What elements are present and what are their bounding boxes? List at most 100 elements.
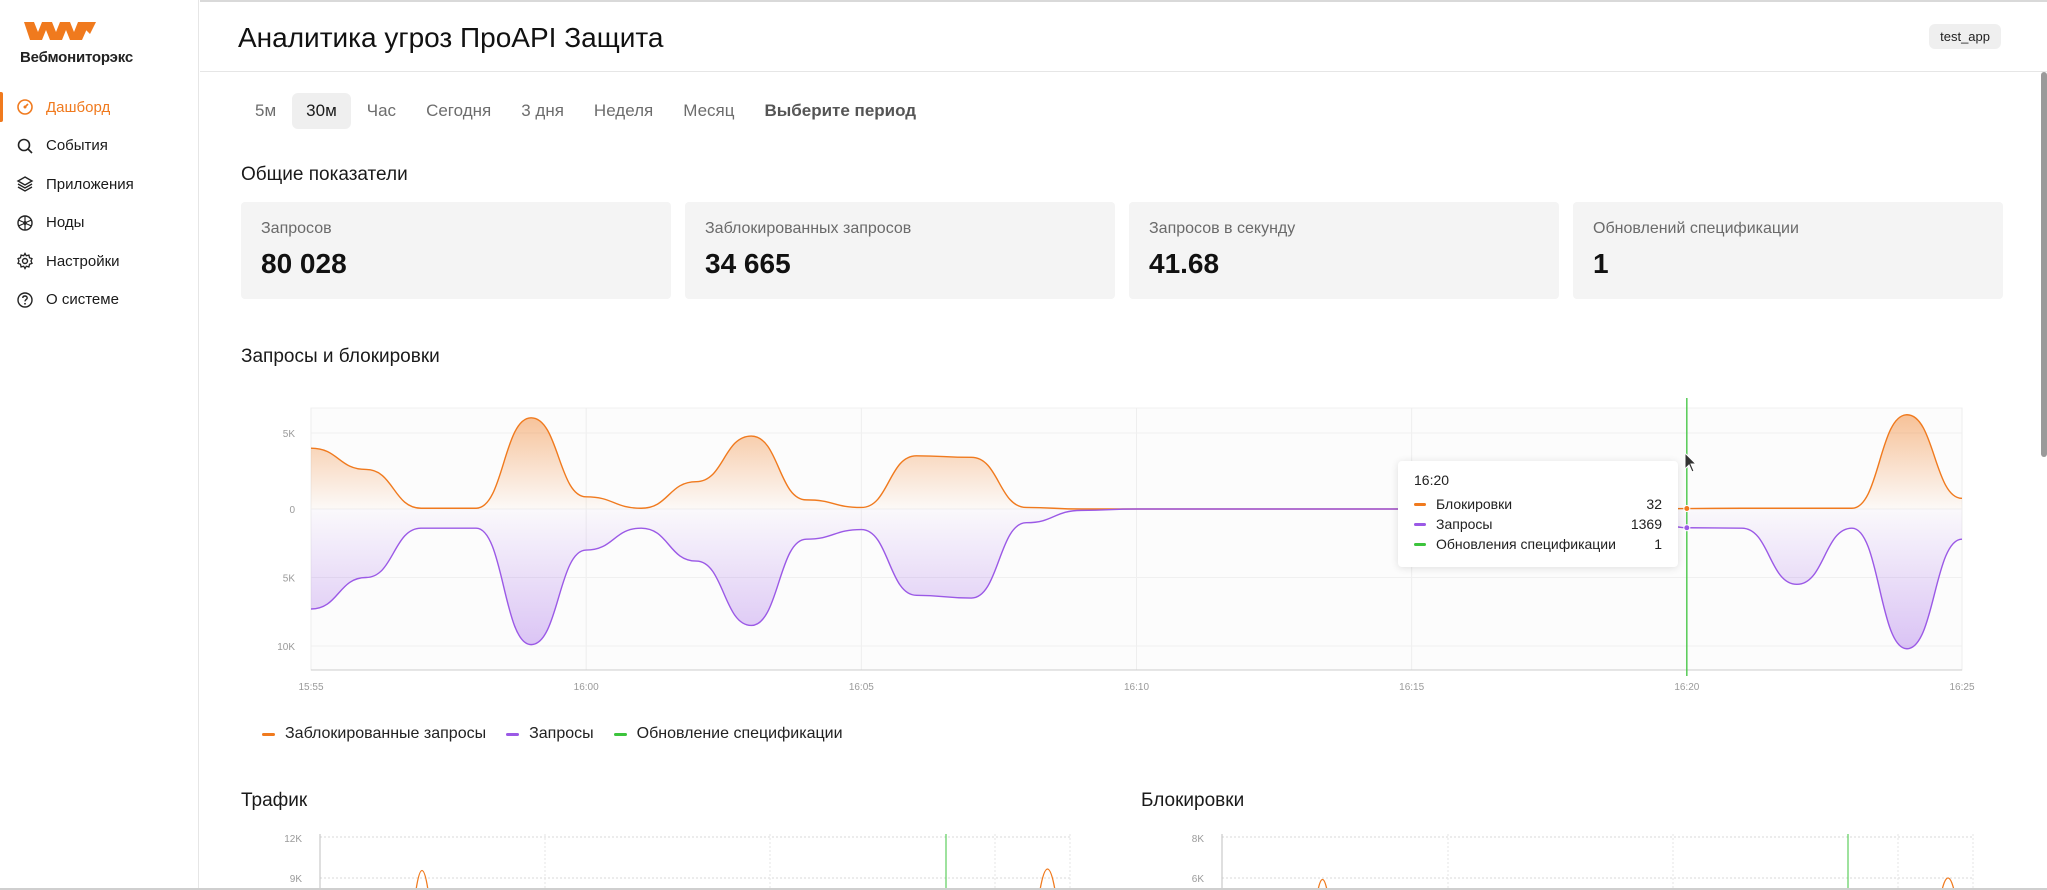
- layers-icon: [16, 175, 34, 193]
- x-tick-label: 16:00: [574, 682, 599, 693]
- legend-swatch: [506, 732, 520, 736]
- tab-30m[interactable]: 30м: [292, 93, 351, 129]
- x-tick-label: 16:15: [1399, 682, 1424, 693]
- stat-card-label: Заблокированных запросов: [705, 220, 912, 237]
- tooltip-series-name: Обновления спецификации: [1436, 536, 1616, 552]
- traffic-chart[interactable]: 12K 9K: [270, 824, 1080, 890]
- tab-3-days[interactable]: 3 дня: [521, 101, 564, 120]
- stat-card-rps: Запросов в секунду 41.68: [1129, 202, 1559, 299]
- tab-hour[interactable]: Час: [366, 101, 397, 120]
- tooltip-series-name: Запросы: [1436, 516, 1493, 532]
- blocks-title: Блокировки: [1141, 790, 1245, 811]
- x-tick-label: 16:20: [1674, 682, 1699, 693]
- sidebar-item-dashboard[interactable]: Дашборд: [0, 88, 199, 127]
- x-tick-label: 16:05: [849, 682, 874, 693]
- y-tick-label: 12K: [284, 834, 302, 845]
- legend-swatch: [262, 732, 275, 736]
- sidebar-item-applications[interactable]: Приложения: [0, 165, 199, 204]
- sidebar-item-label: Ноды: [46, 214, 85, 232]
- legend-item-requests[interactable]: Запросы: [506, 725, 594, 743]
- chart-tooltip: 16:20 Блокировки 32 Запросы 1369 Обновле…: [1398, 461, 1678, 567]
- tooltip-series-name: Блокировки: [1436, 496, 1513, 512]
- sidebar-item-events[interactable]: События: [0, 127, 199, 166]
- tab-week[interactable]: Неделя: [593, 101, 654, 120]
- legend-swatch: [613, 732, 627, 736]
- sidebar-item-label: Настройки: [46, 252, 120, 270]
- blocks-peak: [1317, 878, 1328, 890]
- stat-card-blocked: Заблокированных запросов 34 665: [685, 202, 1115, 299]
- sidebar-item-label: Приложения: [46, 175, 134, 193]
- stat-card-value: 80 028: [261, 248, 347, 279]
- y-tick-label: 9K: [290, 874, 303, 885]
- stat-card-requests: Запросов 80 028: [241, 202, 671, 299]
- requests-chart-title: Запросы и блокировки: [241, 346, 440, 367]
- stat-card-value: 34 665: [705, 248, 791, 279]
- sidebar-item-about[interactable]: О системе: [0, 281, 199, 320]
- requests-area: [311, 509, 1962, 649]
- tab-month[interactable]: Месяц: [683, 101, 735, 120]
- legend-label: Обновление спецификации: [636, 725, 843, 742]
- sidebar-nav: Дашборд События Приложения Ноды Настройк…: [0, 88, 199, 319]
- tooltip-swatch: [1414, 542, 1426, 546]
- overview-title: Общие показатели: [241, 164, 408, 185]
- legend-label: Заблокированные запросы: [285, 725, 487, 742]
- blocked-area: [311, 414, 1962, 509]
- brand-name: Вебмониторэкс: [20, 49, 133, 66]
- stat-card-value: 41.68: [1149, 248, 1220, 279]
- tooltip-row: Запросы 1369: [1414, 514, 1662, 534]
- blocked-series-line: [310, 414, 1963, 510]
- tab-today[interactable]: Сегодня: [426, 101, 492, 120]
- requests-series-line: [310, 508, 1963, 650]
- tooltip-series-value: 1369: [1630, 516, 1662, 532]
- tab-5m[interactable]: 5м: [255, 101, 277, 120]
- window-bottom-border: [0, 888, 2047, 890]
- stat-card-label: Запросов в секунду: [1149, 220, 1296, 237]
- requests-blocks-chart[interactable]: 15:55 16:00 16:05 16:10 16:15 16:20 16:25 5K 0 5K…: [241, 388, 2001, 708]
- y-tick-label: 8K: [1192, 834, 1205, 845]
- sidebar-item-settings[interactable]: Настройки: [0, 242, 199, 281]
- page-scrollbar[interactable]: [2041, 72, 2047, 457]
- app-selector[interactable]: test_app: [1929, 24, 2001, 49]
- chart-legend: Заблокированные запросы Запросы Обновлен…: [262, 725, 863, 743]
- help-icon: [16, 291, 34, 309]
- sidebar: Вебмониторэкс Дашборд События Приложения…: [0, 0, 199, 890]
- blocks-chart[interactable]: 8K 6K: [1170, 824, 1980, 890]
- legend-item-spec-update[interactable]: Обновление спецификации: [613, 725, 843, 743]
- sidebar-item-label: События: [46, 137, 108, 155]
- legend-label: Запросы: [529, 725, 594, 742]
- traffic-peak: [1039, 868, 1056, 890]
- stat-cards: Запросов 80 028 Заблокированных запросов…: [241, 202, 2003, 299]
- stat-card-value: 1: [1593, 248, 1609, 279]
- requests-point: [1683, 524, 1691, 532]
- tooltip-swatch: [1414, 522, 1426, 526]
- tooltip-series-value: 32: [1646, 496, 1662, 512]
- y-tick-label: 6K: [1192, 874, 1205, 885]
- y-tick-label: 10K: [277, 642, 295, 653]
- gear-icon: [16, 252, 34, 271]
- blocked-point: [1683, 505, 1691, 513]
- sidebar-item-label: О системе: [46, 291, 119, 309]
- dashboard-icon: [16, 98, 34, 116]
- brand-logo[interactable]: [20, 16, 160, 66]
- legend-item-blocked[interactable]: Заблокированные запросы: [262, 725, 486, 743]
- y-tick-label: 0: [289, 505, 295, 516]
- x-tick-label: 15:55: [298, 682, 323, 693]
- y-tick-label: 5K: [283, 429, 296, 440]
- tooltip-series-value: 1: [1654, 536, 1662, 552]
- x-tick-label: 16:25: [1949, 682, 1974, 693]
- tab-custom-period[interactable]: Выберите период: [764, 101, 917, 120]
- tooltip-time: 16:20: [1414, 472, 1450, 488]
- tooltip-swatch: [1414, 502, 1426, 506]
- stat-card-label: Обновлений спецификации: [1593, 220, 1799, 237]
- page-title: Аналитика угроз ПроAPI Защита: [238, 22, 664, 53]
- y-tick-label: 5K: [283, 574, 296, 585]
- tooltip-row: Блокировки 32: [1414, 494, 1662, 514]
- x-tick-label: 16:10: [1124, 682, 1149, 693]
- page-header: Аналитика угроз ПроAPI Защита test_app: [200, 0, 2047, 72]
- tooltip-row: Обновления спецификации 1: [1414, 534, 1662, 554]
- node-icon: [16, 214, 34, 232]
- stat-card-label: Запросов: [261, 220, 332, 237]
- blocks-peak: [1941, 877, 1955, 890]
- stat-card-spec-updates: Обновлений спецификации 1: [1573, 202, 2003, 299]
- sidebar-item-nodes[interactable]: Ноды: [0, 204, 199, 243]
